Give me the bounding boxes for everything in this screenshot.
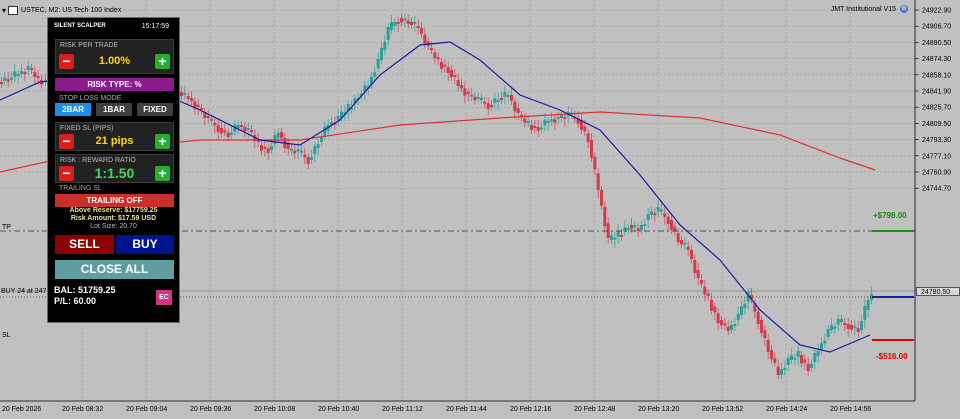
fixed-sl-label: FIXED SL (PIPS) bbox=[60, 125, 114, 132]
risk-per-trade-block: RISK PER TRADE − 1.00% + bbox=[55, 39, 174, 74]
price-axis-label: 24874.30 bbox=[922, 56, 951, 63]
risk-decrease-button[interactable]: − bbox=[59, 54, 74, 69]
trailing-label: TRAILING SL bbox=[59, 185, 102, 192]
balance-text: BAL: 51759.25 bbox=[54, 285, 116, 295]
sl-mode-label: STOP LOSS MODE bbox=[59, 95, 122, 102]
above-reserve-text: Above Reserve: $17759.25 bbox=[69, 207, 158, 214]
sl-mode-fixed-button[interactable]: FIXED bbox=[137, 103, 173, 116]
rr-block: RISK : REWARD RATIO − 1:1.50 + bbox=[55, 154, 174, 183]
fixed-sl-value: 21 pips bbox=[95, 135, 134, 147]
chart-icon bbox=[8, 5, 19, 15]
close-all-button[interactable]: CLOSE ALL bbox=[55, 260, 174, 279]
price-axis-label: 24890.50 bbox=[922, 40, 951, 47]
price-axis-label: 24858.10 bbox=[922, 72, 951, 79]
time-axis-label: 20 Feb 13:52 bbox=[702, 406, 743, 413]
rr-value: 1:1.50 bbox=[94, 165, 135, 181]
risk-increase-button[interactable]: + bbox=[155, 54, 170, 69]
rr-decrease-button[interactable]: − bbox=[59, 166, 74, 181]
symbol-label: ▾ USTEC, M2: US Tech 100 Index bbox=[2, 5, 122, 15]
tp-line-label: TP bbox=[2, 224, 11, 231]
price-axis-label: 24825.70 bbox=[922, 105, 951, 112]
time-axis-label: 20 Feb 08:32 bbox=[62, 406, 103, 413]
risk-label: RISK PER TRADE bbox=[60, 42, 119, 49]
chevron-down-icon[interactable]: ▾ bbox=[2, 5, 7, 15]
panel-clock: 15:17:59 bbox=[141, 23, 169, 30]
sl-loss-value: -$516.00 bbox=[876, 352, 908, 361]
panel-header: SILENT SCALPER 15:17:59 bbox=[54, 23, 169, 30]
risk-amount-text: Risk Amount: $17.59 USD bbox=[70, 215, 157, 222]
price-axis-label: 24760.90 bbox=[922, 170, 951, 177]
ec-button[interactable]: EC bbox=[156, 290, 172, 305]
risk-value: 1.00% bbox=[98, 55, 131, 67]
sl-mode-2bar-button[interactable]: 2BAR bbox=[55, 103, 91, 116]
time-axis-label: 20 Feb 2026 bbox=[2, 406, 41, 413]
time-axis-label: 20 Feb 12:16 bbox=[510, 406, 551, 413]
buy-button[interactable]: BUY bbox=[116, 235, 174, 254]
price-axis-label: 24809.50 bbox=[922, 121, 951, 128]
trailing-toggle-button[interactable]: TRAILING OFF bbox=[55, 194, 174, 207]
panel-title: SILENT SCALPER bbox=[54, 23, 106, 29]
fixed-sl-decrease-button[interactable]: − bbox=[59, 134, 74, 149]
time-axis-label: 20 Feb 12:48 bbox=[574, 406, 615, 413]
time-axis-label: 20 Feb 11:44 bbox=[446, 406, 487, 413]
lot-size-text: Lot Size: 20.70 bbox=[90, 223, 137, 230]
time-axis-label: 20 Feb 09:36 bbox=[190, 406, 231, 413]
price-axis-label: 24793.30 bbox=[922, 137, 951, 144]
time-axis-label: 20 Feb 09:04 bbox=[126, 406, 167, 413]
price-axis-label: 24906.70 bbox=[922, 24, 951, 31]
time-axis-label: 20 Feb 11:12 bbox=[382, 406, 423, 413]
tp-profit-value: +$798.00 bbox=[873, 211, 907, 220]
rr-increase-button[interactable]: + bbox=[155, 166, 170, 181]
time-axis-label: 20 Feb 10:08 bbox=[254, 406, 295, 413]
sl-mode-1bar-button[interactable]: 1BAR bbox=[96, 103, 132, 116]
price-axis-label: 24777.10 bbox=[922, 153, 951, 160]
price-axis-label: 24841.90 bbox=[922, 89, 951, 96]
time-axis-label: 20 Feb 14:24 bbox=[766, 406, 807, 413]
time-axis-label: 20 Feb 14:56 bbox=[830, 406, 871, 413]
risk-type-button[interactable]: RISK TYPE: % bbox=[55, 78, 174, 91]
time-axis-label: 20 Feb 13:20 bbox=[638, 406, 679, 413]
rr-label: RISK : REWARD RATIO bbox=[60, 157, 136, 164]
price-axis-label: 24922.90 bbox=[922, 8, 951, 15]
scalper-panel[interactable]: SILENT SCALPER 15:17:59 RISK PER TRADE −… bbox=[47, 17, 180, 323]
sl-line-label: SL bbox=[2, 332, 11, 339]
buy-line-label: BUY 24 at 247 bbox=[1, 288, 47, 295]
fixed-sl-increase-button[interactable]: + bbox=[155, 134, 170, 149]
gear-icon[interactable]: ⚙ bbox=[900, 5, 908, 13]
current-price-tag: 24780.50 bbox=[916, 287, 960, 296]
indicator-label[interactable]: JMT Institutional V15 ⚙ bbox=[830, 5, 908, 13]
time-axis-label: 20 Feb 10:40 bbox=[318, 406, 359, 413]
pl-text: P/L: 60.00 bbox=[54, 296, 97, 306]
sell-button[interactable]: SELL bbox=[55, 235, 114, 254]
fixed-sl-block: FIXED SL (PIPS) − 21 pips + bbox=[55, 122, 174, 151]
price-axis-label: 24744.70 bbox=[922, 186, 951, 193]
